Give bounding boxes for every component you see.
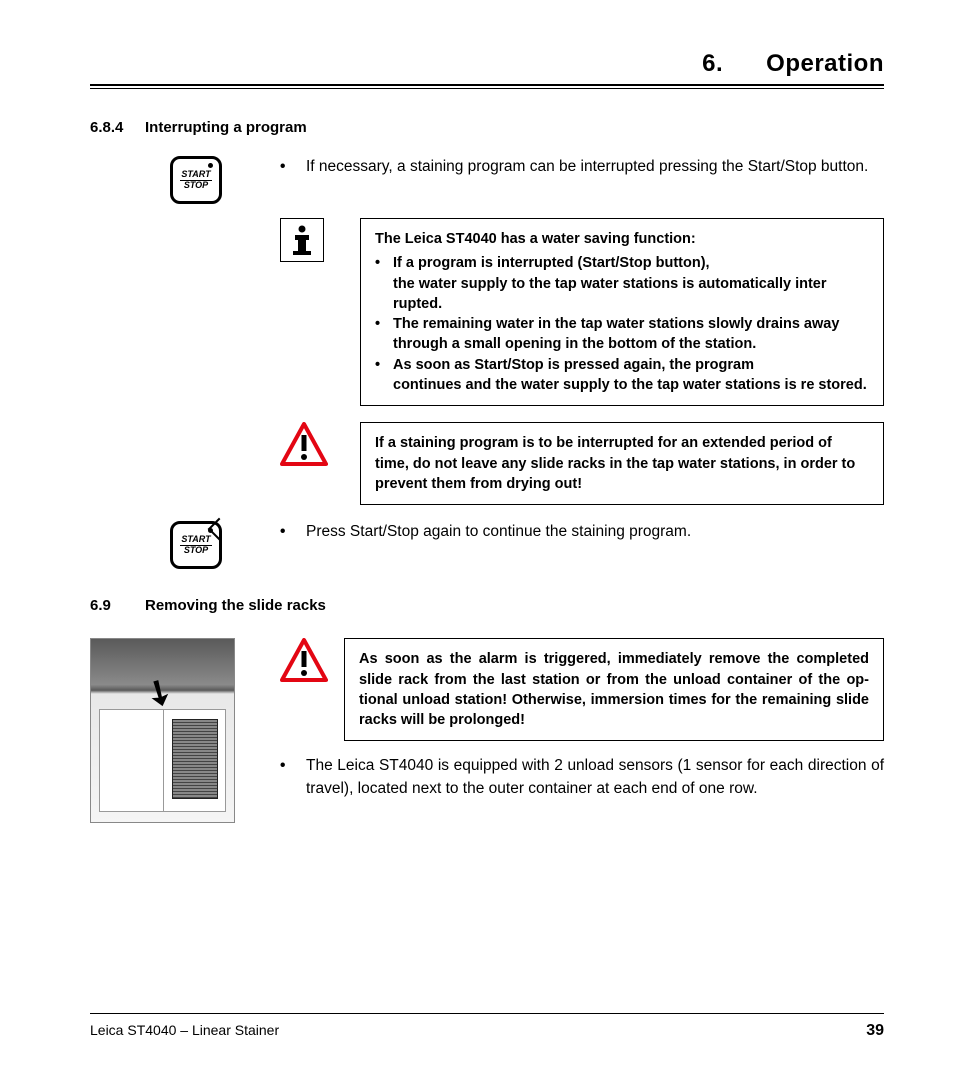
warning-69-text: As soon as the alarm is triggered, immed… [359,651,869,728]
row-startstop-2: START STOP • Press Start/Stop again to c… [90,521,884,569]
info-lead: The Leica ST4040 has a water saving func… [375,229,869,249]
footer-product: Leica ST4040 – Linear Stainer [90,1022,279,1040]
section-69-title: Removing the slide racks [145,597,326,614]
section-69-heading: 6.9 Removing the slide racks [90,597,884,614]
warning-row-69: As soon as the alarm is triggered, immed… [280,638,884,741]
bullet-69-1: • The Leica ST4040 is equipped with 2 un… [280,755,884,800]
section-69-num: 6.9 [90,597,145,614]
bullet-684-1-text: If necessary, a staining program can be … [306,156,868,178]
bullet-684-1: • If necessary, a staining program can b… [280,156,884,178]
info-b2: The remaining water in the tap water sta… [393,314,869,355]
bullet-684-2-text: Press Start/Stop again to continue the s… [306,521,691,543]
info-b1-cont: the water supply to the tap water statio… [375,274,869,315]
footer-page-number: 39 [866,1022,884,1040]
stop-label: STOP [184,181,208,191]
chapter-rule [90,84,884,89]
slide-rack-photo: ➘ [90,638,235,823]
warning-row-684: If a staining program is to be interrupt… [90,422,884,505]
warning-684-text: If a staining program is to be interrupt… [375,435,855,492]
section-69-body: ➘ As soon as the alarm is triggered, imm… [90,638,884,823]
start-stop-button-press-icon: START STOP [170,521,222,569]
footer-rule [90,1013,884,1014]
chapter-title: Operation [766,50,884,77]
page-footer: Leica ST4040 – Linear Stainer 39 [90,1013,884,1040]
row-startstop-1: START STOP • If necessary, a staining pr… [90,156,884,204]
section-684-title: Interrupting a program [145,119,307,136]
chapter-number: 6. [702,50,723,77]
chapter-header: 6. Operation [90,50,884,84]
bullet-69-1-text: The Leica ST4040 is equipped with 2 unlo… [306,755,884,800]
start-stop-button-icon: START STOP [170,156,222,204]
info-b1: If a program is interrupted (Start/Stop … [393,253,869,273]
section-684-heading: 6.8.4 Interrupting a program [90,119,884,136]
stop-label-2: STOP [184,546,208,556]
info-icon [280,218,324,262]
warning-icon [280,638,328,682]
info-b3: As soon as Start/Stop is pressed again, … [393,355,869,375]
info-b3-cont: continues and the water supply to the ta… [375,375,869,395]
info-box: The Leica ST4040 has a water saving func… [360,218,884,406]
start-label: START [180,170,211,181]
bullet-684-2: • Press Start/Stop again to continue the… [280,521,884,543]
warning-box-684: If a staining program is to be interrupt… [360,422,884,505]
warning-icon [280,422,328,466]
section-684-num: 6.8.4 [90,119,145,136]
info-note-row: The Leica ST4040 has a water saving func… [90,218,884,406]
warning-box-69: As soon as the alarm is triggered, immed… [344,638,884,741]
